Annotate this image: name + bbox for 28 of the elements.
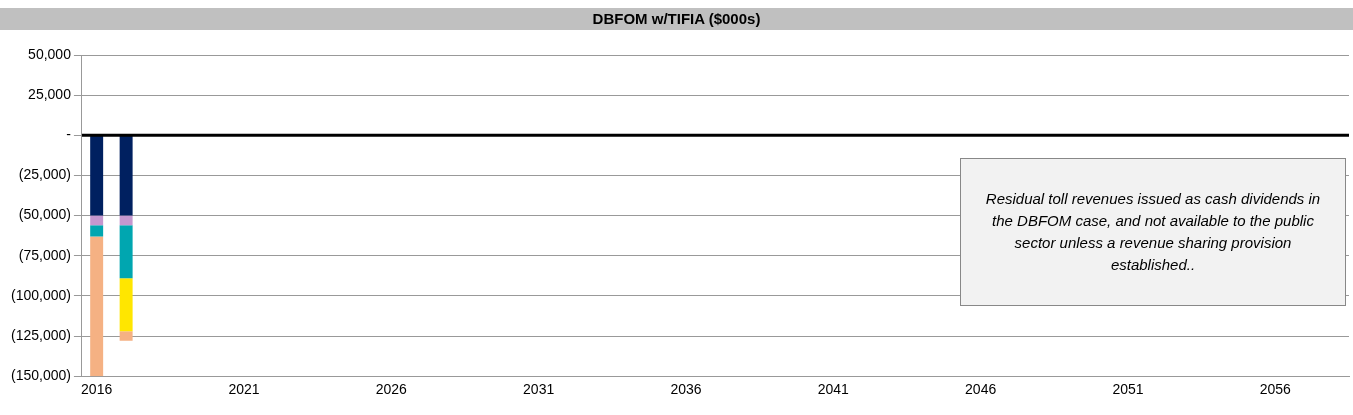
x-tick-label: 2051 [1112,381,1144,398]
x-tick-label: 2056 [1259,381,1292,398]
x-tick-label: 2016 [81,381,113,398]
bar [90,135,104,216]
bar [119,278,133,332]
bar [119,215,133,226]
bar [90,215,104,226]
bar [119,331,133,341]
y-tick-label: (125,000) [10,326,71,343]
y-tick-label: - [66,126,72,143]
x-tick-label: 2021 [228,381,260,398]
bar [90,236,104,377]
x-tick-label: 2041 [817,381,850,398]
bar [90,225,104,237]
x-tick-label: 2026 [375,381,408,398]
y-tick-label: (25,000) [18,166,71,183]
y-tick-label: (100,000) [10,286,71,303]
y-tick-label: 50,000 [28,45,72,62]
y-tick-label: 25,000 [28,86,72,103]
y-tick-label: (150,000) [10,367,71,384]
x-tick-label: 2036 [670,381,702,398]
chart-title: DBFOM w/TIFIA ($000s) [0,8,1353,30]
y-tick-label: (50,000) [18,206,71,223]
bar [119,135,133,216]
x-tick-label: 2046 [965,381,997,398]
y-tick-label: (75,000) [18,246,71,263]
x-tick-label: 2031 [523,381,555,398]
bar [119,225,133,279]
